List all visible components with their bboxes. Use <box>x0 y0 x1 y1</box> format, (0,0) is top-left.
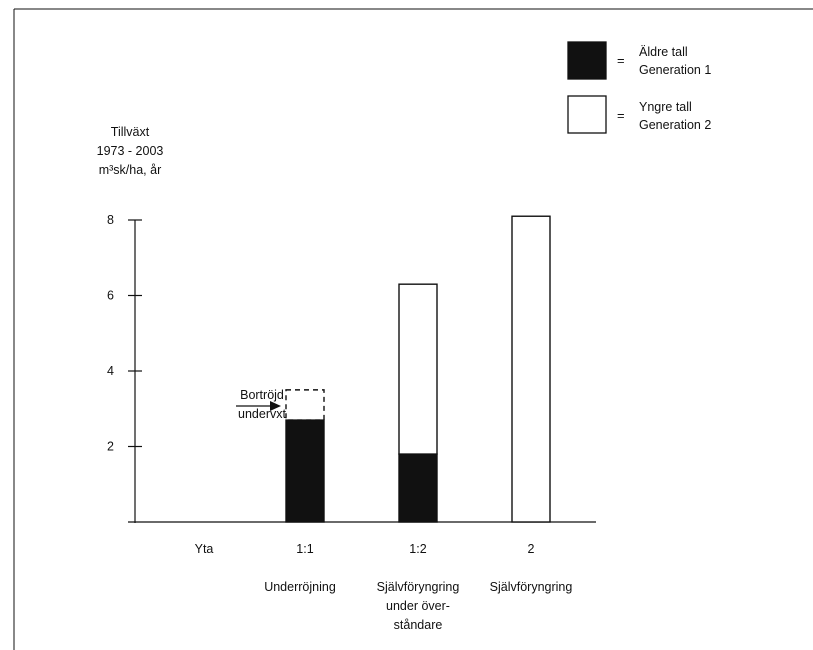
y-axis-title: Tillväxt 1973 - 2003 m³sk/ha, år <box>97 125 164 177</box>
annotation-line-1: Bortröjd <box>240 388 284 402</box>
x-tick-label: 2 <box>528 542 535 556</box>
bar-segment <box>398 283 438 455</box>
category-description: Självföryngring <box>490 580 573 594</box>
bar-segment <box>285 419 325 523</box>
legend-equals-1: = <box>617 53 625 68</box>
y-axis-title-line-2: 1973 - 2003 <box>97 144 164 158</box>
legend-swatch-generation-2 <box>567 95 607 134</box>
category-description: under över- <box>386 599 450 613</box>
bar-segment <box>285 389 325 421</box>
y-tick-label: 8 <box>107 213 114 227</box>
legend-label-2b: Generation 2 <box>639 118 711 132</box>
legend: = Äldre tall Generation 1 = Yngre tall G… <box>567 41 711 134</box>
y-tick-label: 4 <box>107 364 114 378</box>
x-tick-label: 1:1 <box>296 542 313 556</box>
y-tick-label: 2 <box>107 440 114 454</box>
category-description: Underröjning <box>264 580 336 594</box>
bar-segment <box>511 215 551 523</box>
legend-label-2a: Yngre tall <box>639 100 692 114</box>
x-tick-label: 1:2 <box>409 542 426 556</box>
bar-segment <box>398 453 438 523</box>
bars <box>285 215 551 523</box>
legend-label-1b: Generation 1 <box>639 63 711 77</box>
annotation-arrowhead <box>270 401 281 411</box>
category-description: ståndare <box>394 618 443 632</box>
x-axis-row-label: Yta <box>195 542 214 556</box>
annotation-line-2: undervxt <box>238 407 286 421</box>
y-axis-ticks: 2 4 6 8 <box>107 213 142 454</box>
x-axis-labels: 1:1 Underröjning 1:2 Självföryngring under ö… <box>264 542 572 632</box>
annotation: Bortröjd undervxt <box>236 388 286 421</box>
legend-equals-2: = <box>617 108 625 123</box>
y-axis-title-line-1: Tillväxt <box>111 125 150 139</box>
y-tick-label: 6 <box>107 289 114 303</box>
category-description: Självföryngring <box>377 580 460 594</box>
legend-swatch-generation-1 <box>567 41 607 80</box>
legend-label-1a: Äldre tall <box>639 45 688 59</box>
y-axis-title-line-3: m³sk/ha, år <box>99 163 162 177</box>
